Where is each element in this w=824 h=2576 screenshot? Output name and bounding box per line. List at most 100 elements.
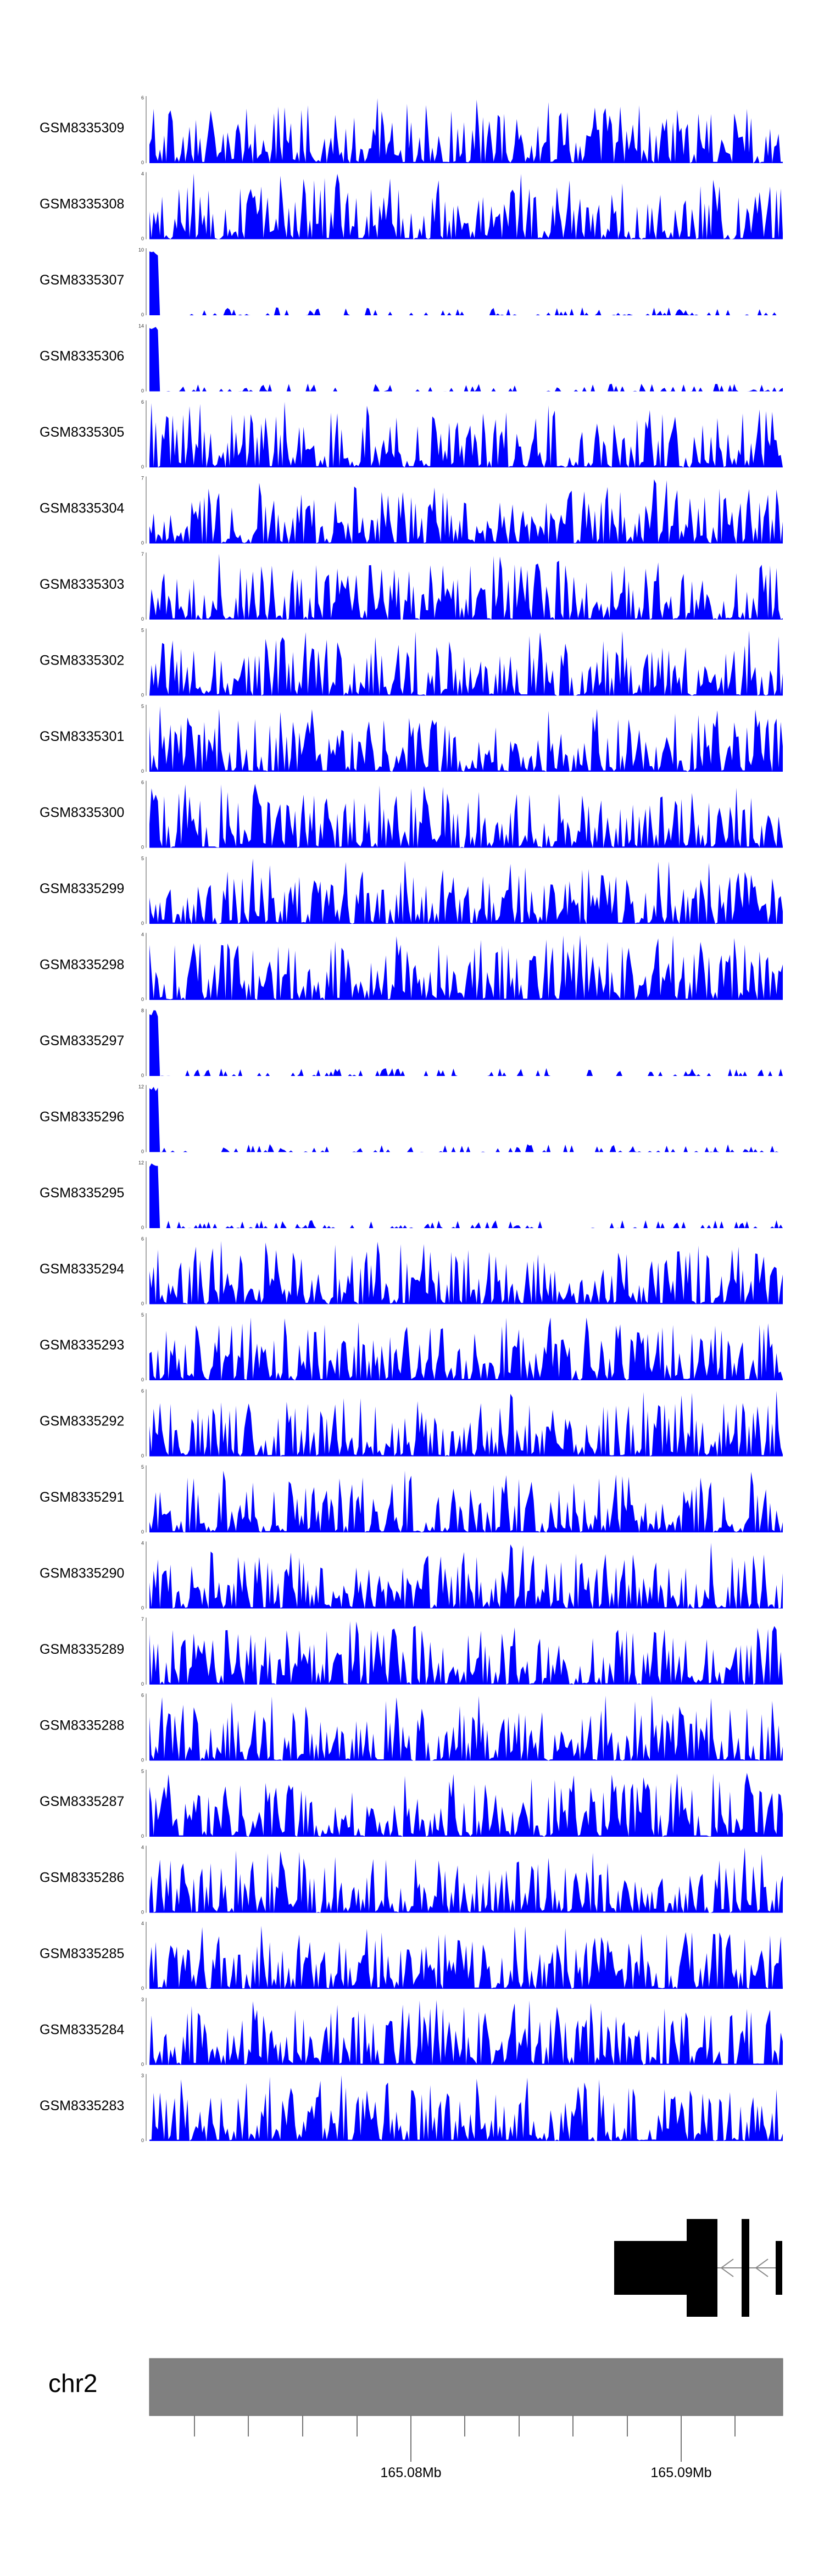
coverage-track: GSM8335294 6 0	[40, 1236, 783, 1307]
coverage-track: GSM8335304 7 0	[40, 476, 783, 546]
track-ymax-label: 5	[141, 1312, 144, 1318]
coverage-track: GSM8335284 3 0	[40, 1997, 783, 2067]
axis-tick-label: 165.09Mb	[650, 2465, 711, 2480]
coverage-track: GSM8335285 4 0	[40, 1921, 783, 1991]
track-ymax-label: 4	[141, 932, 144, 938]
track-label: GSM8335309	[40, 120, 124, 136]
track-label: GSM8335293	[40, 1337, 124, 1353]
track-ymin-label: 0	[141, 1910, 144, 1915]
axis-tick-label: 165.08Mb	[380, 2465, 441, 2480]
track-ymax-label: 6	[141, 1236, 144, 1242]
track-ymax-label: 3	[141, 2073, 144, 2078]
coverage-track: GSM8335300 6 0	[40, 780, 783, 850]
track-ymax-label: 14	[138, 324, 144, 329]
track-label: GSM8335286	[40, 1870, 124, 1886]
strand-arrow-icon	[755, 2259, 769, 2277]
track-label: GSM8335290	[40, 1566, 124, 1581]
track-ymin-label: 0	[141, 2062, 144, 2067]
coverage-track: GSM8335296 12 0	[40, 1084, 783, 1155]
coverage-area	[149, 1163, 783, 1228]
track-label: GSM8335303	[40, 577, 124, 592]
track-label: GSM8335299	[40, 881, 124, 896]
coverage-track: GSM8335298 4 0	[40, 932, 783, 1002]
track-label: GSM8335284	[40, 2022, 124, 2038]
track-ymax-label: 12	[138, 1084, 144, 1090]
track-ymax-label: 3	[141, 1997, 144, 2003]
coverage-area	[149, 935, 783, 1000]
track-ymin-label: 0	[141, 312, 144, 317]
coverage-track: GSM8335292 6 0	[40, 1389, 783, 1459]
track-ymin-label: 0	[141, 236, 144, 242]
track-ymax-label: 4	[141, 1921, 144, 1926]
coverage-area	[149, 706, 783, 772]
coverage-track: GSM8335293 5 0	[40, 1312, 783, 1382]
gene-model	[614, 2219, 782, 2317]
coverage-area	[149, 1241, 783, 1304]
track-ymin-label: 0	[141, 768, 144, 774]
coverage-area	[149, 1926, 783, 1989]
track-ymin-label: 0	[141, 160, 144, 165]
track-ymin-label: 0	[141, 1833, 144, 1839]
coverage-area	[149, 1542, 783, 1609]
track-label: GSM8335285	[40, 1946, 124, 1961]
track-ymax-label: 6	[141, 780, 144, 785]
coverage-area	[149, 1470, 783, 1532]
track-label: GSM8335289	[40, 1642, 124, 1657]
track-label: GSM8335307	[40, 272, 124, 288]
track-ymin-label: 0	[141, 921, 144, 926]
track-ymax-label: 5	[141, 1769, 144, 1774]
track-ymin-label: 0	[141, 464, 144, 470]
track-ymin-label: 0	[141, 1758, 144, 1763]
track-label: GSM8335294	[40, 1262, 124, 1277]
chromosome-ideogram	[149, 2358, 783, 2416]
track-ymax-label: 5	[141, 704, 144, 709]
track-label: GSM8335283	[40, 2098, 124, 2114]
track-ymin-label: 0	[141, 997, 144, 1002]
track-ymin-label: 0	[141, 1377, 144, 1382]
coverage-track: GSM8335297 8 0	[40, 1008, 783, 1078]
coverage-area	[149, 402, 783, 467]
coverage-track: GSM8335287 5 0	[40, 1769, 783, 1839]
track-label: GSM8335295	[40, 1185, 124, 1201]
track-ymax-label: 7	[141, 551, 144, 557]
coverage-area	[149, 1010, 783, 1076]
track-label: GSM8335304	[40, 501, 124, 516]
track-ymin-label: 0	[141, 693, 144, 698]
track-ymax-label: 7	[141, 476, 144, 481]
track-ymin-label: 0	[141, 1073, 144, 1078]
coverage-area	[149, 858, 783, 924]
track-ymax-label: 7	[141, 1616, 144, 1622]
track-ymin-label: 0	[141, 1605, 144, 1611]
track-label: GSM8335288	[40, 1718, 124, 1733]
coverage-area	[149, 98, 783, 163]
track-ymax-label: 5	[141, 1464, 144, 1470]
coverage-area	[149, 327, 783, 392]
track-label: GSM8335297	[40, 1033, 124, 1049]
track-ymax-label: 6	[141, 95, 144, 101]
coverage-area	[149, 784, 783, 848]
coverage-track: GSM8335302 5 0	[40, 628, 783, 698]
coverage-area	[149, 1391, 783, 1457]
track-label: GSM8335302	[40, 653, 124, 668]
track-ymin-label: 0	[141, 2138, 144, 2143]
coverage-track: GSM8335286 4 0	[40, 1845, 783, 1915]
coverage-area	[149, 2075, 783, 2141]
track-ymax-label: 10	[138, 247, 144, 253]
coverage-track: GSM8335289 7 0	[40, 1616, 783, 1687]
track-ymin-label: 0	[141, 845, 144, 850]
coverage-track: GSM8335299 5 0	[40, 856, 783, 926]
track-ymin-label: 0	[141, 616, 144, 622]
track-ymax-label: 12	[138, 1160, 144, 1166]
track-label: GSM8335287	[40, 1794, 124, 1809]
coverage-area	[149, 2000, 783, 2065]
coverage-area	[149, 1695, 783, 1761]
genome-axis	[194, 2416, 736, 2462]
track-ymax-label: 6	[141, 1389, 144, 1394]
track-label: GSM8335306	[40, 349, 124, 364]
track-ymin-label: 0	[141, 1986, 144, 1991]
coverage-track: GSM8335306 14 0	[40, 324, 783, 394]
strand-arrow-icon	[720, 2259, 734, 2277]
track-ymin-label: 0	[141, 1529, 144, 1535]
chromosome-label: chr2	[48, 2369, 97, 2397]
